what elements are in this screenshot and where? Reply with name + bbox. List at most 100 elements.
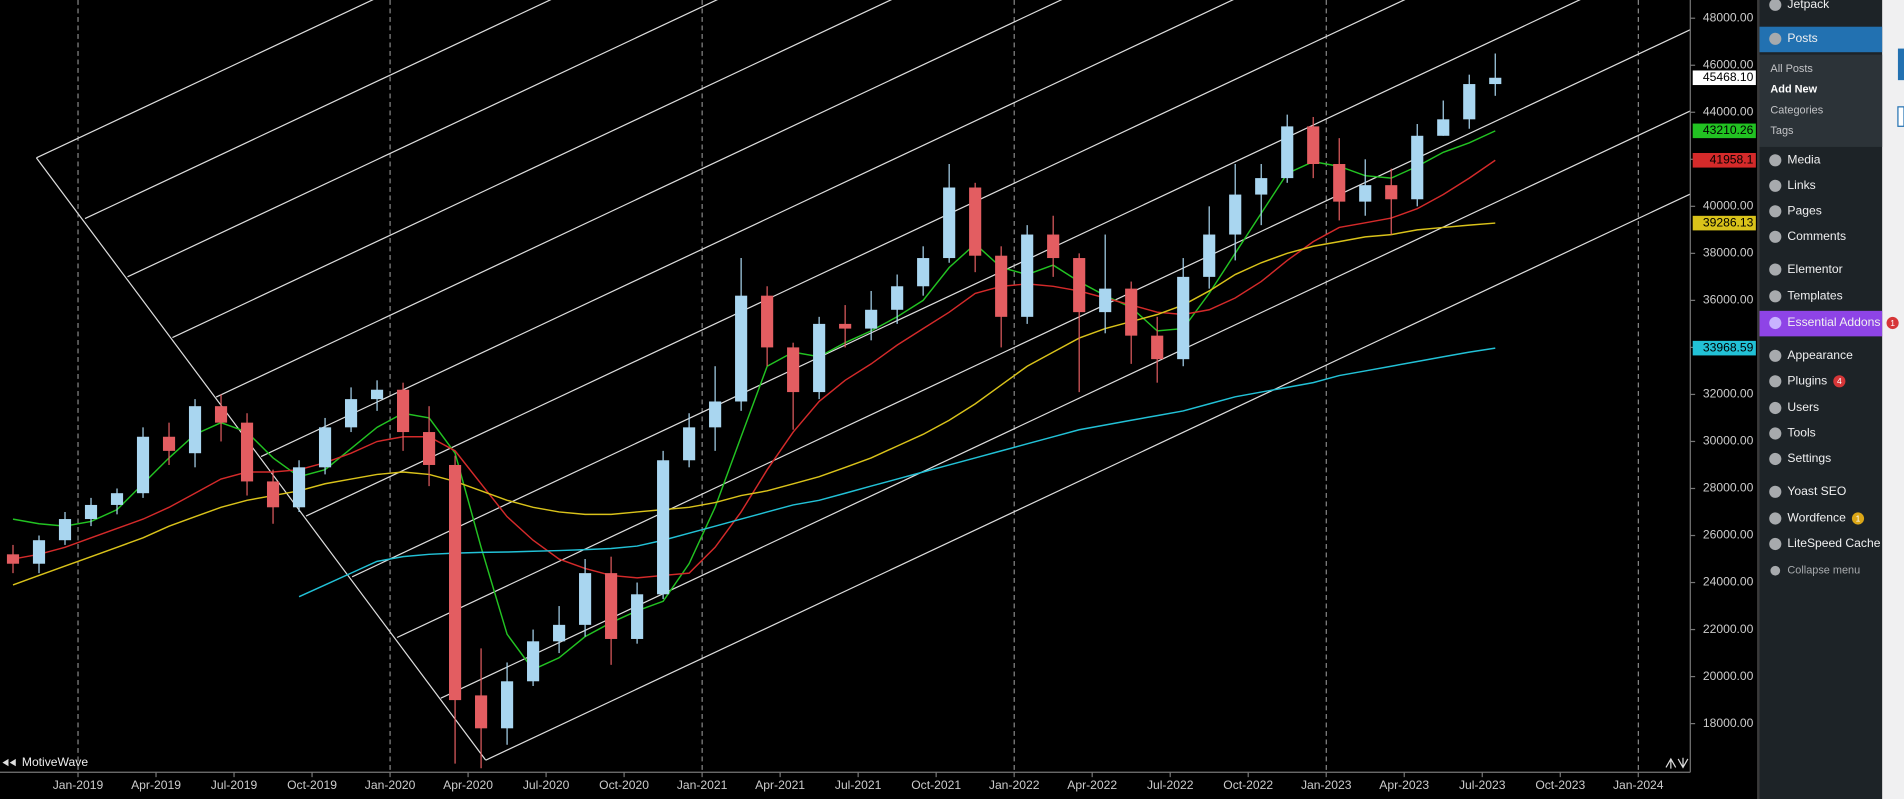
menu-item[interactable]: Users xyxy=(1769,400,1819,414)
candle-body xyxy=(475,695,488,729)
menu-icon xyxy=(1769,375,1782,388)
y-tick-label: 46000.00 xyxy=(1703,57,1754,71)
candle-body xyxy=(969,187,982,256)
candle-body xyxy=(136,436,150,494)
menu-item[interactable]: Essential Addons 1 xyxy=(1759,310,1899,337)
menu-item[interactable]: Collapse menu xyxy=(1770,565,1860,577)
scroll-arrows[interactable] xyxy=(1665,757,1689,769)
pitchfork-line xyxy=(305,0,1406,517)
candle-body xyxy=(188,406,202,454)
candle-body xyxy=(1333,164,1346,202)
value-badge xyxy=(1692,215,1756,231)
menu-icon xyxy=(1769,154,1782,167)
y-tick-label: 38000.00 xyxy=(1703,246,1754,260)
pitchfork-line xyxy=(440,110,1691,699)
x-tick-label: Oct-2021 xyxy=(911,778,961,792)
candle-body xyxy=(1411,135,1424,200)
menu-item[interactable]: Tools xyxy=(1769,426,1816,440)
menu-item[interactable]: Appearance xyxy=(1769,348,1853,362)
submenu-label[interactable]: Add New xyxy=(1770,84,1817,96)
candle-body xyxy=(1255,178,1268,195)
pitchfork-line xyxy=(396,29,1691,639)
watermark: MotiveWave xyxy=(22,755,89,769)
moving-average-line xyxy=(12,130,1496,671)
menu-label: Pages xyxy=(1787,203,1821,217)
candle-body xyxy=(1021,234,1034,317)
y-tick-label: 20000.00 xyxy=(1703,669,1754,683)
menu-item[interactable]: Yoast SEO xyxy=(1769,484,1846,498)
candle-body xyxy=(1177,276,1190,360)
submenu-label[interactable]: Tags xyxy=(1770,125,1794,137)
menu-item[interactable]: Links xyxy=(1769,178,1816,192)
candle-body xyxy=(162,436,176,451)
y-tick-label: 24000.00 xyxy=(1703,575,1754,589)
menu-icon xyxy=(1769,230,1782,243)
candle-body xyxy=(735,295,748,402)
candle-body xyxy=(1229,194,1242,235)
menu-item[interactable]: Wordfence 1 xyxy=(1769,511,1865,525)
candle-body xyxy=(657,460,670,595)
pitchfork-line xyxy=(260,0,1234,458)
menu-item[interactable]: LiteSpeed Cache xyxy=(1769,536,1881,550)
menu-icon xyxy=(1769,512,1782,525)
x-tick-label: Oct-2019 xyxy=(287,778,337,792)
candle-body xyxy=(1151,335,1164,360)
pitchfork-line xyxy=(84,0,552,220)
x-tick-label: Jul-2023 xyxy=(1459,778,1506,792)
menu-item[interactable]: Pages xyxy=(1769,203,1822,217)
menu-icon xyxy=(1769,401,1782,415)
candle-body xyxy=(761,295,774,348)
candle-body xyxy=(1437,119,1450,136)
menu-label: Posts xyxy=(1787,31,1817,45)
candle-body xyxy=(110,493,124,505)
y-tick-label: 18000.00 xyxy=(1703,716,1754,730)
x-tick-label: Jan-2022 xyxy=(989,778,1040,792)
submenu-label[interactable]: All Posts xyxy=(1770,63,1813,75)
candle-body xyxy=(344,399,358,428)
menu-item[interactable]: Plugins 4 xyxy=(1769,373,1846,388)
value-badge xyxy=(1692,153,1756,168)
candle-body xyxy=(813,323,826,393)
candle-body xyxy=(1047,234,1060,259)
y-tick-label: 30000.00 xyxy=(1703,434,1754,448)
y-tick-label: 36000.00 xyxy=(1703,293,1754,307)
menu-icon xyxy=(1769,485,1782,498)
candle-body xyxy=(1385,185,1398,200)
moving-average-line xyxy=(12,159,1496,579)
candle-body xyxy=(839,323,852,329)
menu-item[interactable]: Jetpack xyxy=(1769,0,1830,11)
candle-body xyxy=(1203,234,1216,277)
candle-body xyxy=(1099,288,1112,313)
menu-item[interactable]: Posts xyxy=(1759,26,1883,53)
x-tick-label: Oct-2022 xyxy=(1223,778,1273,792)
candle-body xyxy=(917,258,930,287)
menu-item[interactable]: Templates xyxy=(1769,288,1843,302)
arrow-icon xyxy=(1665,757,1689,769)
menu-label: LiteSpeed Cache xyxy=(1787,536,1880,550)
menu-label: Wordfence xyxy=(1787,511,1846,525)
candle-body xyxy=(1359,185,1372,202)
splitter xyxy=(1757,0,1760,799)
menu-item[interactable]: Comments xyxy=(1769,229,1846,243)
candle-body xyxy=(709,401,722,428)
menu-item[interactable]: Media xyxy=(1769,152,1821,167)
menu-badge xyxy=(1886,316,1899,330)
candle-body xyxy=(32,540,46,564)
candle-body xyxy=(1125,288,1138,336)
candle-body xyxy=(370,389,384,400)
candle-body xyxy=(6,554,20,564)
content-button xyxy=(1897,48,1904,81)
y-tick-label: 32000.00 xyxy=(1703,387,1754,401)
menu-icon xyxy=(1769,316,1782,330)
moving-average-line xyxy=(12,222,1496,586)
menu-item[interactable]: Elementor xyxy=(1769,262,1843,276)
candle-body xyxy=(527,641,540,682)
pitchfork-handle xyxy=(35,157,487,761)
menu-item[interactable]: Settings xyxy=(1769,451,1831,465)
submenu-label[interactable]: Categories xyxy=(1770,104,1823,116)
candle-body xyxy=(1489,77,1502,85)
candle-body xyxy=(266,481,280,508)
value-badge xyxy=(1692,340,1756,356)
value-badge-label: 39286.13 xyxy=(1703,215,1754,229)
candle-body xyxy=(865,309,878,329)
